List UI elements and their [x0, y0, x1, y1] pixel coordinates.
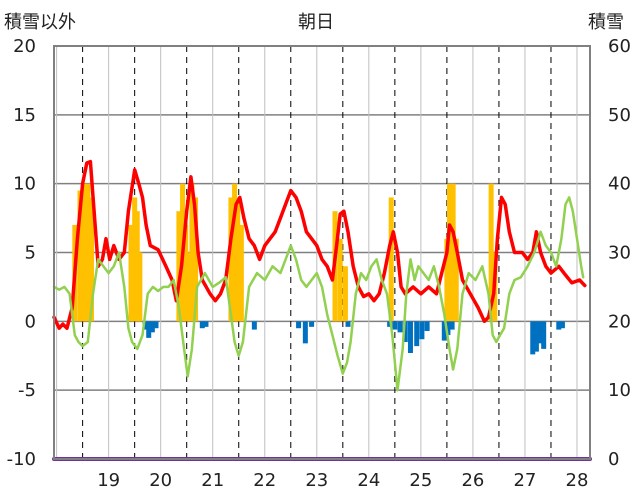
- x-tick-label: 21: [201, 470, 224, 491]
- negative-bar: [296, 321, 302, 329]
- x-tick-label: 20: [149, 470, 172, 491]
- left-y-tick-label: 0: [25, 311, 36, 332]
- x-tick-label: 19: [97, 470, 120, 491]
- negative-bar: [407, 321, 413, 353]
- negative-bar: [309, 321, 315, 327]
- x-tick-label: 25: [409, 470, 432, 491]
- left-y-tick-label: -5: [18, 380, 36, 401]
- negative-bar: [537, 321, 543, 344]
- right-y-tick-label: 40: [608, 174, 631, 195]
- negative-bar: [149, 321, 155, 333]
- negative-bar: [414, 321, 420, 347]
- negative-bar: [402, 321, 408, 342]
- left-y-tick-label: -10: [7, 449, 36, 470]
- right-axis-title: 積雪: [588, 12, 624, 33]
- x-tick-label: 23: [305, 470, 328, 491]
- positive-bar: [189, 183, 195, 322]
- positive-bar: [81, 183, 87, 322]
- negative-bar: [392, 321, 398, 330]
- negative-bar: [559, 321, 565, 329]
- positive-bar: [228, 197, 234, 322]
- negative-bar: [302, 321, 308, 344]
- positive-bar: [232, 183, 238, 322]
- positive-bar: [183, 224, 189, 322]
- positive-bar: [77, 190, 83, 322]
- positive-bar: [137, 252, 143, 322]
- right-y-tick-label: 50: [608, 105, 631, 126]
- negative-bar: [419, 321, 425, 340]
- positive-bar: [444, 238, 450, 322]
- left-y-tick-label: 10: [13, 174, 36, 195]
- negative-bar: [203, 321, 209, 327]
- positive-bar: [176, 211, 182, 322]
- positive-bar: [488, 183, 494, 322]
- x-tick-label: 27: [513, 470, 536, 491]
- negative-bar: [556, 321, 562, 330]
- right-y-tick-label: 10: [608, 380, 631, 401]
- positive-bar: [193, 197, 199, 322]
- positive-bar: [238, 224, 244, 322]
- x-tick-label: 26: [461, 470, 484, 491]
- negative-bar: [142, 321, 148, 330]
- negative-bar: [146, 321, 152, 338]
- chart-title: 朝日: [298, 12, 334, 33]
- plot-frame: [53, 45, 591, 460]
- left-y-tick-label: 5: [25, 243, 36, 264]
- negative-bar: [199, 321, 205, 329]
- negative-bar: [345, 321, 351, 327]
- left-axis-title: 積雪以外: [4, 12, 76, 33]
- positive-bar: [85, 183, 91, 322]
- positive-bar: [235, 197, 241, 322]
- positive-bar: [128, 224, 134, 322]
- positive-bar: [342, 266, 348, 322]
- negative-bar: [251, 321, 257, 330]
- positive-bar: [388, 197, 394, 322]
- x-tick-label: 28: [566, 470, 589, 491]
- negative-bar: [153, 321, 159, 329]
- right-y-tick-label: 0: [608, 449, 619, 470]
- negative-bar: [445, 321, 451, 336]
- positive-bar: [446, 183, 452, 322]
- positive-bar: [134, 211, 140, 322]
- positive-bar: [185, 252, 191, 322]
- negative-bar: [449, 321, 455, 330]
- negative-bar: [424, 321, 430, 331]
- bar-layer: [72, 183, 565, 355]
- left-y-tick-label: 15: [13, 105, 36, 126]
- negative-bar: [530, 321, 536, 355]
- left-y-tick-label: 20: [13, 36, 36, 57]
- negative-bar: [541, 321, 547, 349]
- right-y-tick-label: 60: [608, 36, 631, 57]
- positive-bar: [88, 197, 94, 322]
- right-y-tick-label: 20: [608, 311, 631, 332]
- negative-bar: [533, 321, 539, 352]
- negative-bar: [441, 321, 447, 341]
- right-y-tick-label: 30: [608, 243, 631, 264]
- positive-bar: [450, 183, 456, 322]
- x-tick-label: 24: [357, 470, 380, 491]
- frame-layer: [53, 45, 591, 460]
- negative-bar: [397, 321, 403, 333]
- green-series-line: [52, 196, 585, 392]
- positive-bar: [132, 197, 138, 322]
- red-series-line: [52, 159, 587, 330]
- x-tick-label: 22: [253, 470, 276, 491]
- positive-bar: [337, 238, 343, 322]
- positive-bar: [453, 238, 459, 322]
